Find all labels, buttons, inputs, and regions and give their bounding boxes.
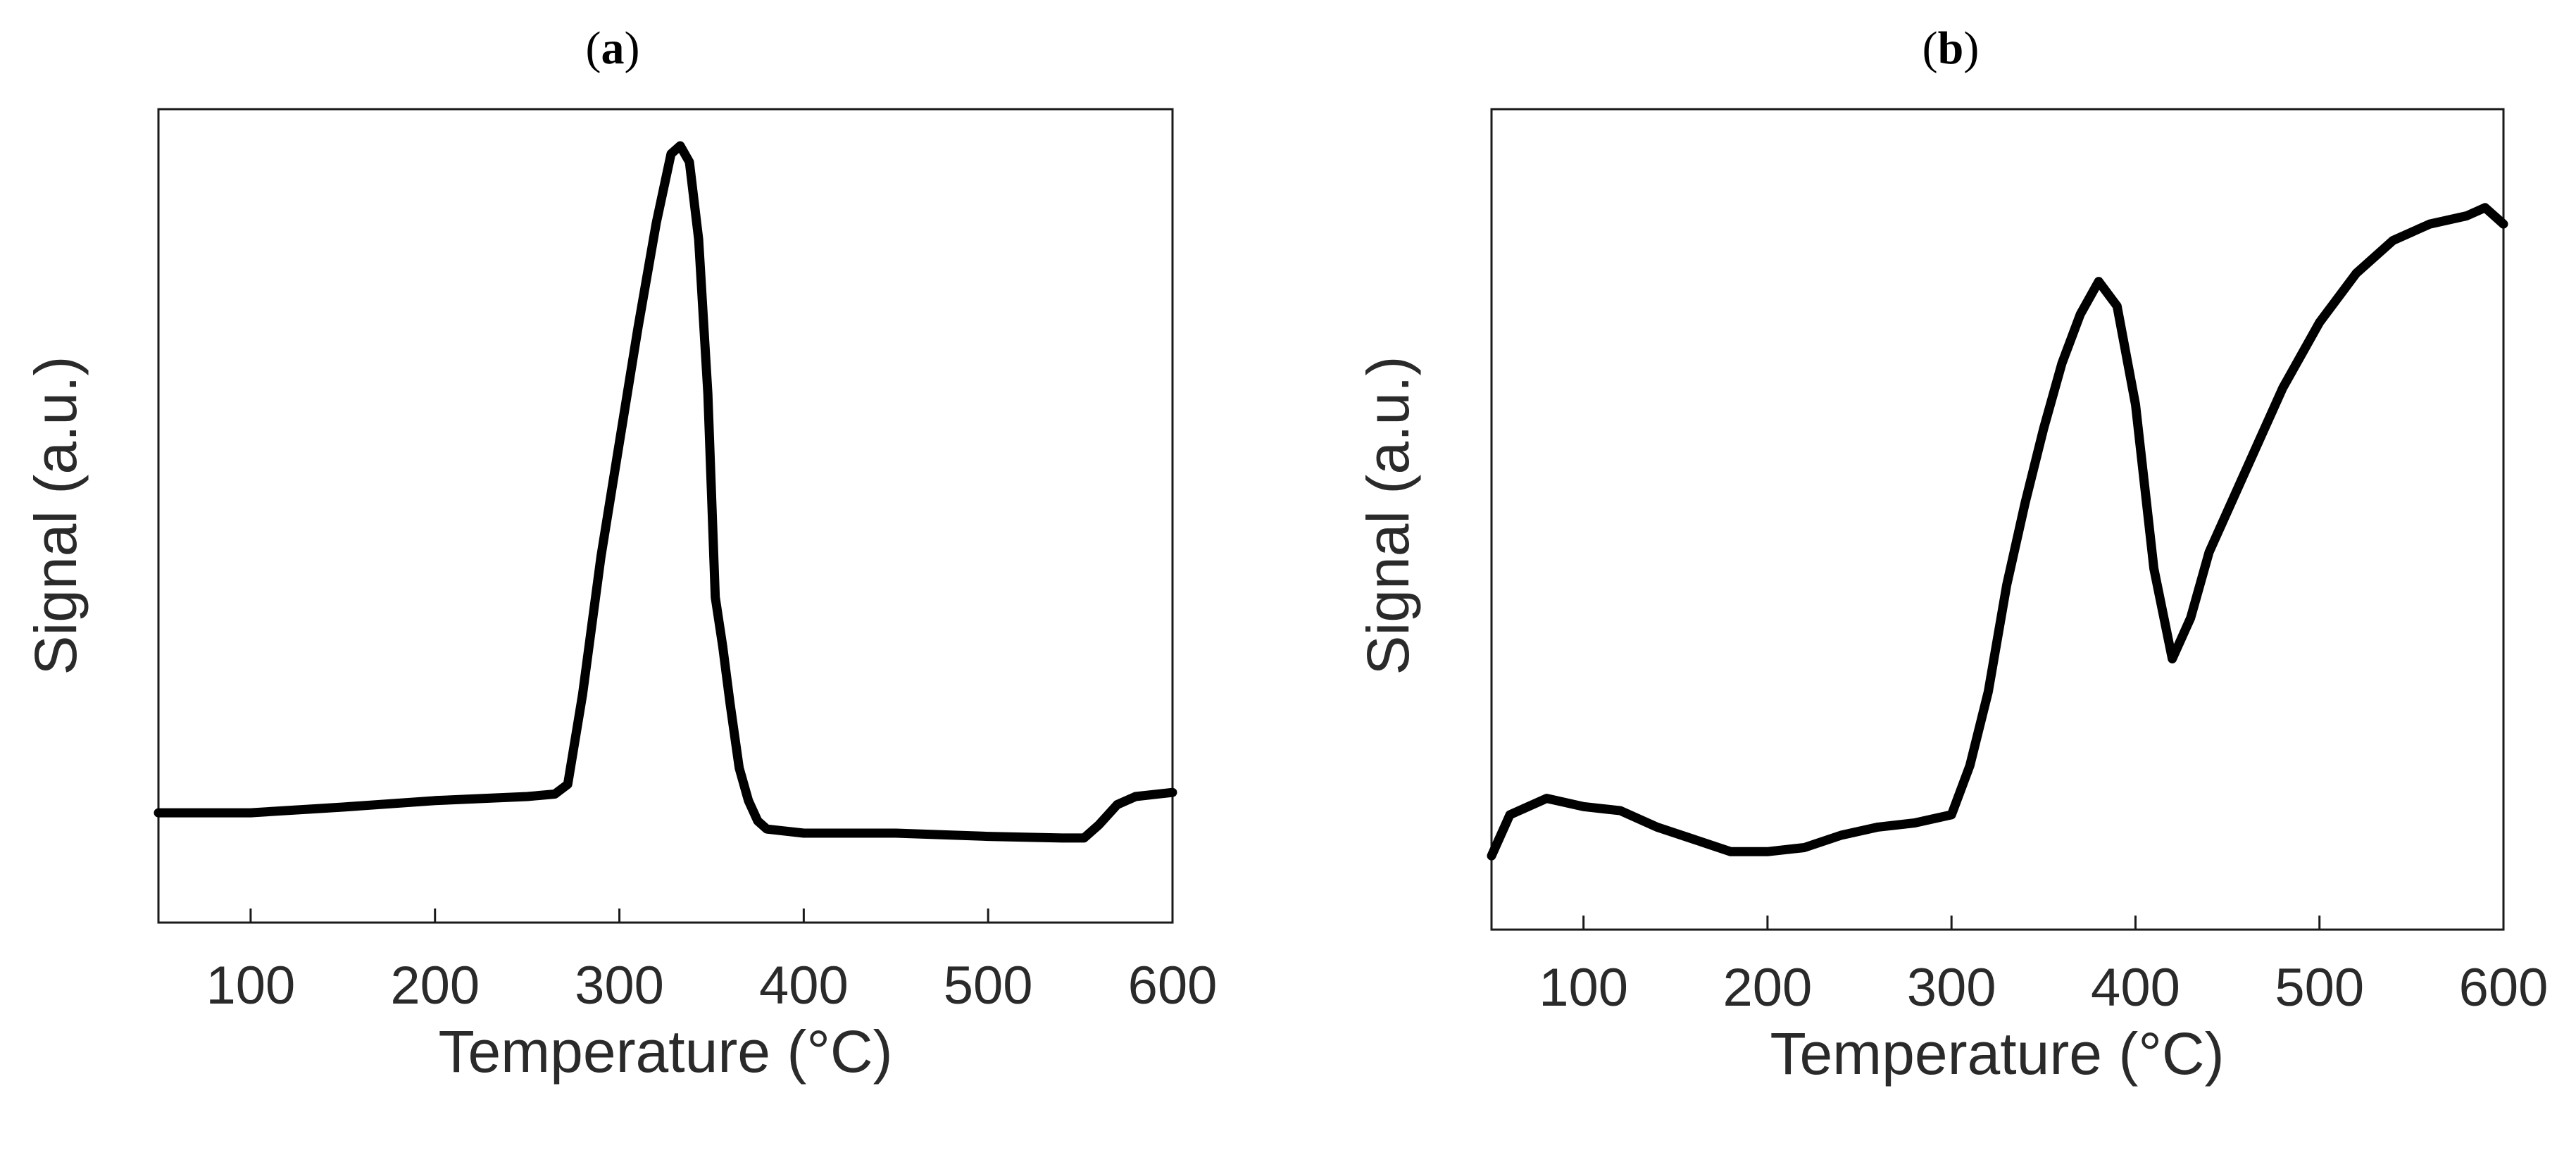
panel-b-x-tick-label-500: 500 <box>2275 958 2364 1018</box>
panel-b-x-ticks <box>1582 916 2505 930</box>
panel-b-x-tick-label-200: 200 <box>1723 958 1813 1018</box>
panel-a-signal-line <box>154 141 1177 843</box>
panel-a-x-ticks <box>249 909 1174 923</box>
panel-b-plot-frame <box>1490 108 2505 931</box>
panel-a-x-tick-label-100: 100 <box>206 956 296 1016</box>
panel-b: (b) 100 200 300 400 500 600 Temperature (°C) … <box>1355 23 2548 1087</box>
panel-a-y-axis-title: Signal (a.u.) <box>23 356 89 675</box>
panel-a: (a) 100 200 300 400 500 600 Temperature (°C) … <box>23 23 1217 1085</box>
panel-a-label: (a) <box>586 23 640 74</box>
panel-a-x-tick-label-500: 500 <box>944 956 1033 1016</box>
panel-a-x-tick-labels: 100 200 300 400 500 600 <box>206 956 1218 1016</box>
panel-a-x-tick-label-300: 300 <box>575 956 664 1016</box>
panel-a-x-tick-label-400: 400 <box>759 956 849 1016</box>
panel-b-x-tick-label-600: 600 <box>2459 958 2549 1018</box>
panel-b-signal-line <box>1487 203 2508 861</box>
panel-b-x-tick-label-100: 100 <box>1539 958 1628 1018</box>
panel-b-x-tick-labels: 100 200 300 400 500 600 <box>1539 958 2548 1018</box>
panel-a-x-axis-title: Temperature (°C) <box>438 1018 892 1085</box>
panel-a-plot-frame <box>157 108 1174 924</box>
panel-a-x-tick-label-600: 600 <box>1128 956 1218 1016</box>
panel-a-x-tick-label-200: 200 <box>390 956 480 1016</box>
panel-b-x-tick-label-300: 300 <box>1907 958 1996 1018</box>
panel-b-label: (b) <box>1922 23 1980 74</box>
panel-b-x-axis-title: Temperature (°C) <box>1770 1020 2224 1087</box>
panel-b-y-axis-title: Signal (a.u.) <box>1355 356 1421 675</box>
panel-b-x-tick-label-400: 400 <box>2091 958 2180 1018</box>
